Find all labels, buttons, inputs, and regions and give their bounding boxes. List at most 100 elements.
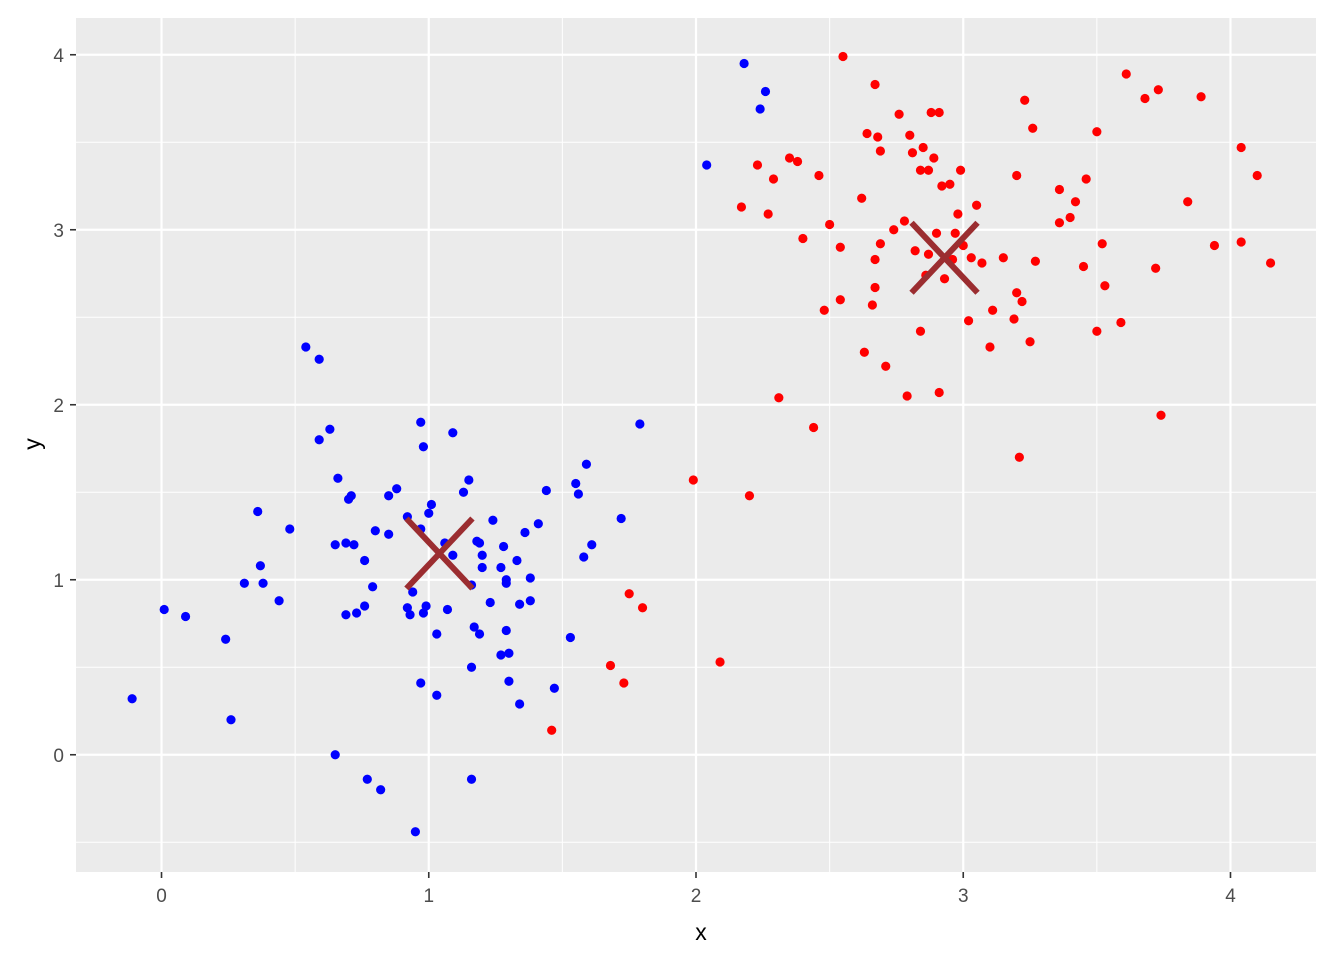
data-point-cluster-1 [512, 555, 522, 566]
data-point-cluster-2 [1025, 337, 1035, 347]
data-point-cluster-1 [408, 587, 418, 597]
data-point-cluster-2 [875, 239, 885, 249]
data-point-cluster-2 [792, 156, 803, 167]
data-point-cluster-1 [466, 662, 477, 672]
data-point-cluster-2 [1065, 212, 1075, 223]
x-axis-title: x [695, 919, 707, 945]
centroid-marker-2 [909, 220, 980, 295]
data-point-cluster-2 [953, 209, 963, 219]
data-point-cluster-2 [923, 165, 934, 175]
x-tick-label: 4 [1225, 886, 1236, 907]
data-point-cluster-1 [432, 690, 442, 700]
data-point-cluster-1 [739, 58, 749, 69]
data-point-cluster-2 [1017, 296, 1027, 307]
data-point-cluster-2 [870, 282, 880, 293]
data-point-cluster-2 [1081, 174, 1091, 184]
data-point-cluster-2 [808, 422, 819, 433]
data-point-cluster-1 [581, 459, 592, 469]
data-point-cluster-2 [736, 202, 747, 212]
data-point-cluster-2 [1236, 142, 1246, 153]
data-point-cluster-1 [515, 699, 525, 709]
data-point-cluster-2 [972, 200, 982, 210]
data-point-cluster-2 [715, 657, 725, 667]
data-point-cluster-1 [392, 484, 402, 494]
data-point-cluster-1 [579, 552, 589, 562]
data-point-cluster-1 [362, 774, 372, 784]
data-point-cluster-2 [1070, 197, 1081, 207]
data-point-cluster-1 [587, 540, 597, 550]
data-point-cluster-2 [1020, 95, 1030, 105]
data-point-cluster-2 [774, 393, 784, 403]
data-point-cluster-1 [541, 485, 551, 496]
data-point-cluster-2 [1054, 218, 1065, 228]
data-point-cluster-2 [934, 387, 944, 398]
data-point-cluster-1 [180, 611, 191, 622]
data-point-cluster-2 [881, 361, 891, 371]
data-point-cluster-2 [857, 193, 867, 203]
data-point-cluster-1 [464, 475, 474, 485]
data-point-cluster-1 [458, 487, 469, 497]
data-point-cluster-2 [985, 342, 995, 352]
data-point-cluster-1 [330, 750, 340, 760]
data-point-cluster-2 [902, 391, 912, 401]
data-point-cluster-2 [867, 300, 877, 310]
data-point-cluster-2 [819, 305, 829, 315]
data-point-cluster-1 [515, 599, 525, 609]
data-point-cluster-1 [504, 676, 514, 686]
data-point-cluster-1 [474, 629, 485, 639]
data-point-cluster-2 [1196, 92, 1206, 102]
data-point-cluster-2 [619, 678, 629, 688]
data-point-cluster-1 [416, 417, 426, 427]
data-point-cluster-2 [1100, 281, 1110, 291]
data-point-cluster-1 [469, 622, 479, 632]
data-point-cluster-2 [637, 603, 648, 613]
data-point-cluster-1 [258, 578, 268, 588]
data-point-cluster-1 [325, 424, 335, 434]
data-point-cluster-1 [485, 597, 495, 608]
data-point-cluster-1 [274, 596, 284, 606]
x-tick-label: 2 [691, 886, 702, 907]
centroid-stroke [909, 220, 980, 295]
data-point-cluster-1 [498, 541, 509, 552]
data-point-cluster-1 [314, 435, 324, 445]
data-point-cluster-1 [635, 419, 645, 429]
data-point-cluster-1 [702, 160, 712, 170]
data-point-cluster-2 [1078, 261, 1089, 272]
data-point-cluster-1 [477, 562, 487, 573]
data-point-cluster-2 [547, 725, 557, 735]
data-point-cluster-1 [370, 526, 380, 536]
data-point-cluster-2 [1153, 85, 1163, 95]
data-point-cluster-2 [763, 209, 773, 219]
data-point-cluster-1 [520, 527, 530, 538]
data-point-cluster-1 [239, 578, 249, 588]
data-point-cluster-1 [525, 573, 535, 583]
data-point-cluster-2 [945, 179, 955, 189]
data-point-cluster-1 [253, 506, 263, 517]
data-point-cluster-2 [963, 316, 974, 326]
data-point-cluster-1 [360, 555, 370, 566]
data-point-cluster-2 [1092, 127, 1102, 137]
data-point-cluster-2 [752, 160, 763, 170]
data-point-cluster-2 [977, 258, 987, 268]
centroid-stroke [404, 516, 475, 591]
data-point-cluster-2 [998, 253, 1008, 263]
data-point-cluster-2 [1183, 197, 1193, 207]
data-point-cluster-2 [923, 249, 934, 259]
data-point-cluster-1 [314, 354, 324, 364]
data-point-cluster-1 [421, 601, 431, 611]
data-point-cluster-1 [346, 491, 356, 501]
data-point-cluster-1 [127, 694, 137, 704]
data-point-cluster-1 [525, 596, 535, 606]
data-point-cluster-1 [333, 473, 343, 483]
data-point-cluster-1 [341, 538, 351, 548]
data-point-cluster-1 [755, 104, 765, 114]
data-point-cluster-1 [488, 515, 498, 525]
data-point-cluster-2 [929, 153, 939, 163]
data-point-cluster-2 [1151, 263, 1161, 273]
data-point-cluster-2 [915, 326, 926, 336]
data-point-cluster-1 [501, 578, 511, 588]
data-point-cluster-2 [899, 216, 910, 226]
data-point-cluster-2 [835, 295, 845, 305]
data-point-cluster-2 [939, 274, 950, 284]
